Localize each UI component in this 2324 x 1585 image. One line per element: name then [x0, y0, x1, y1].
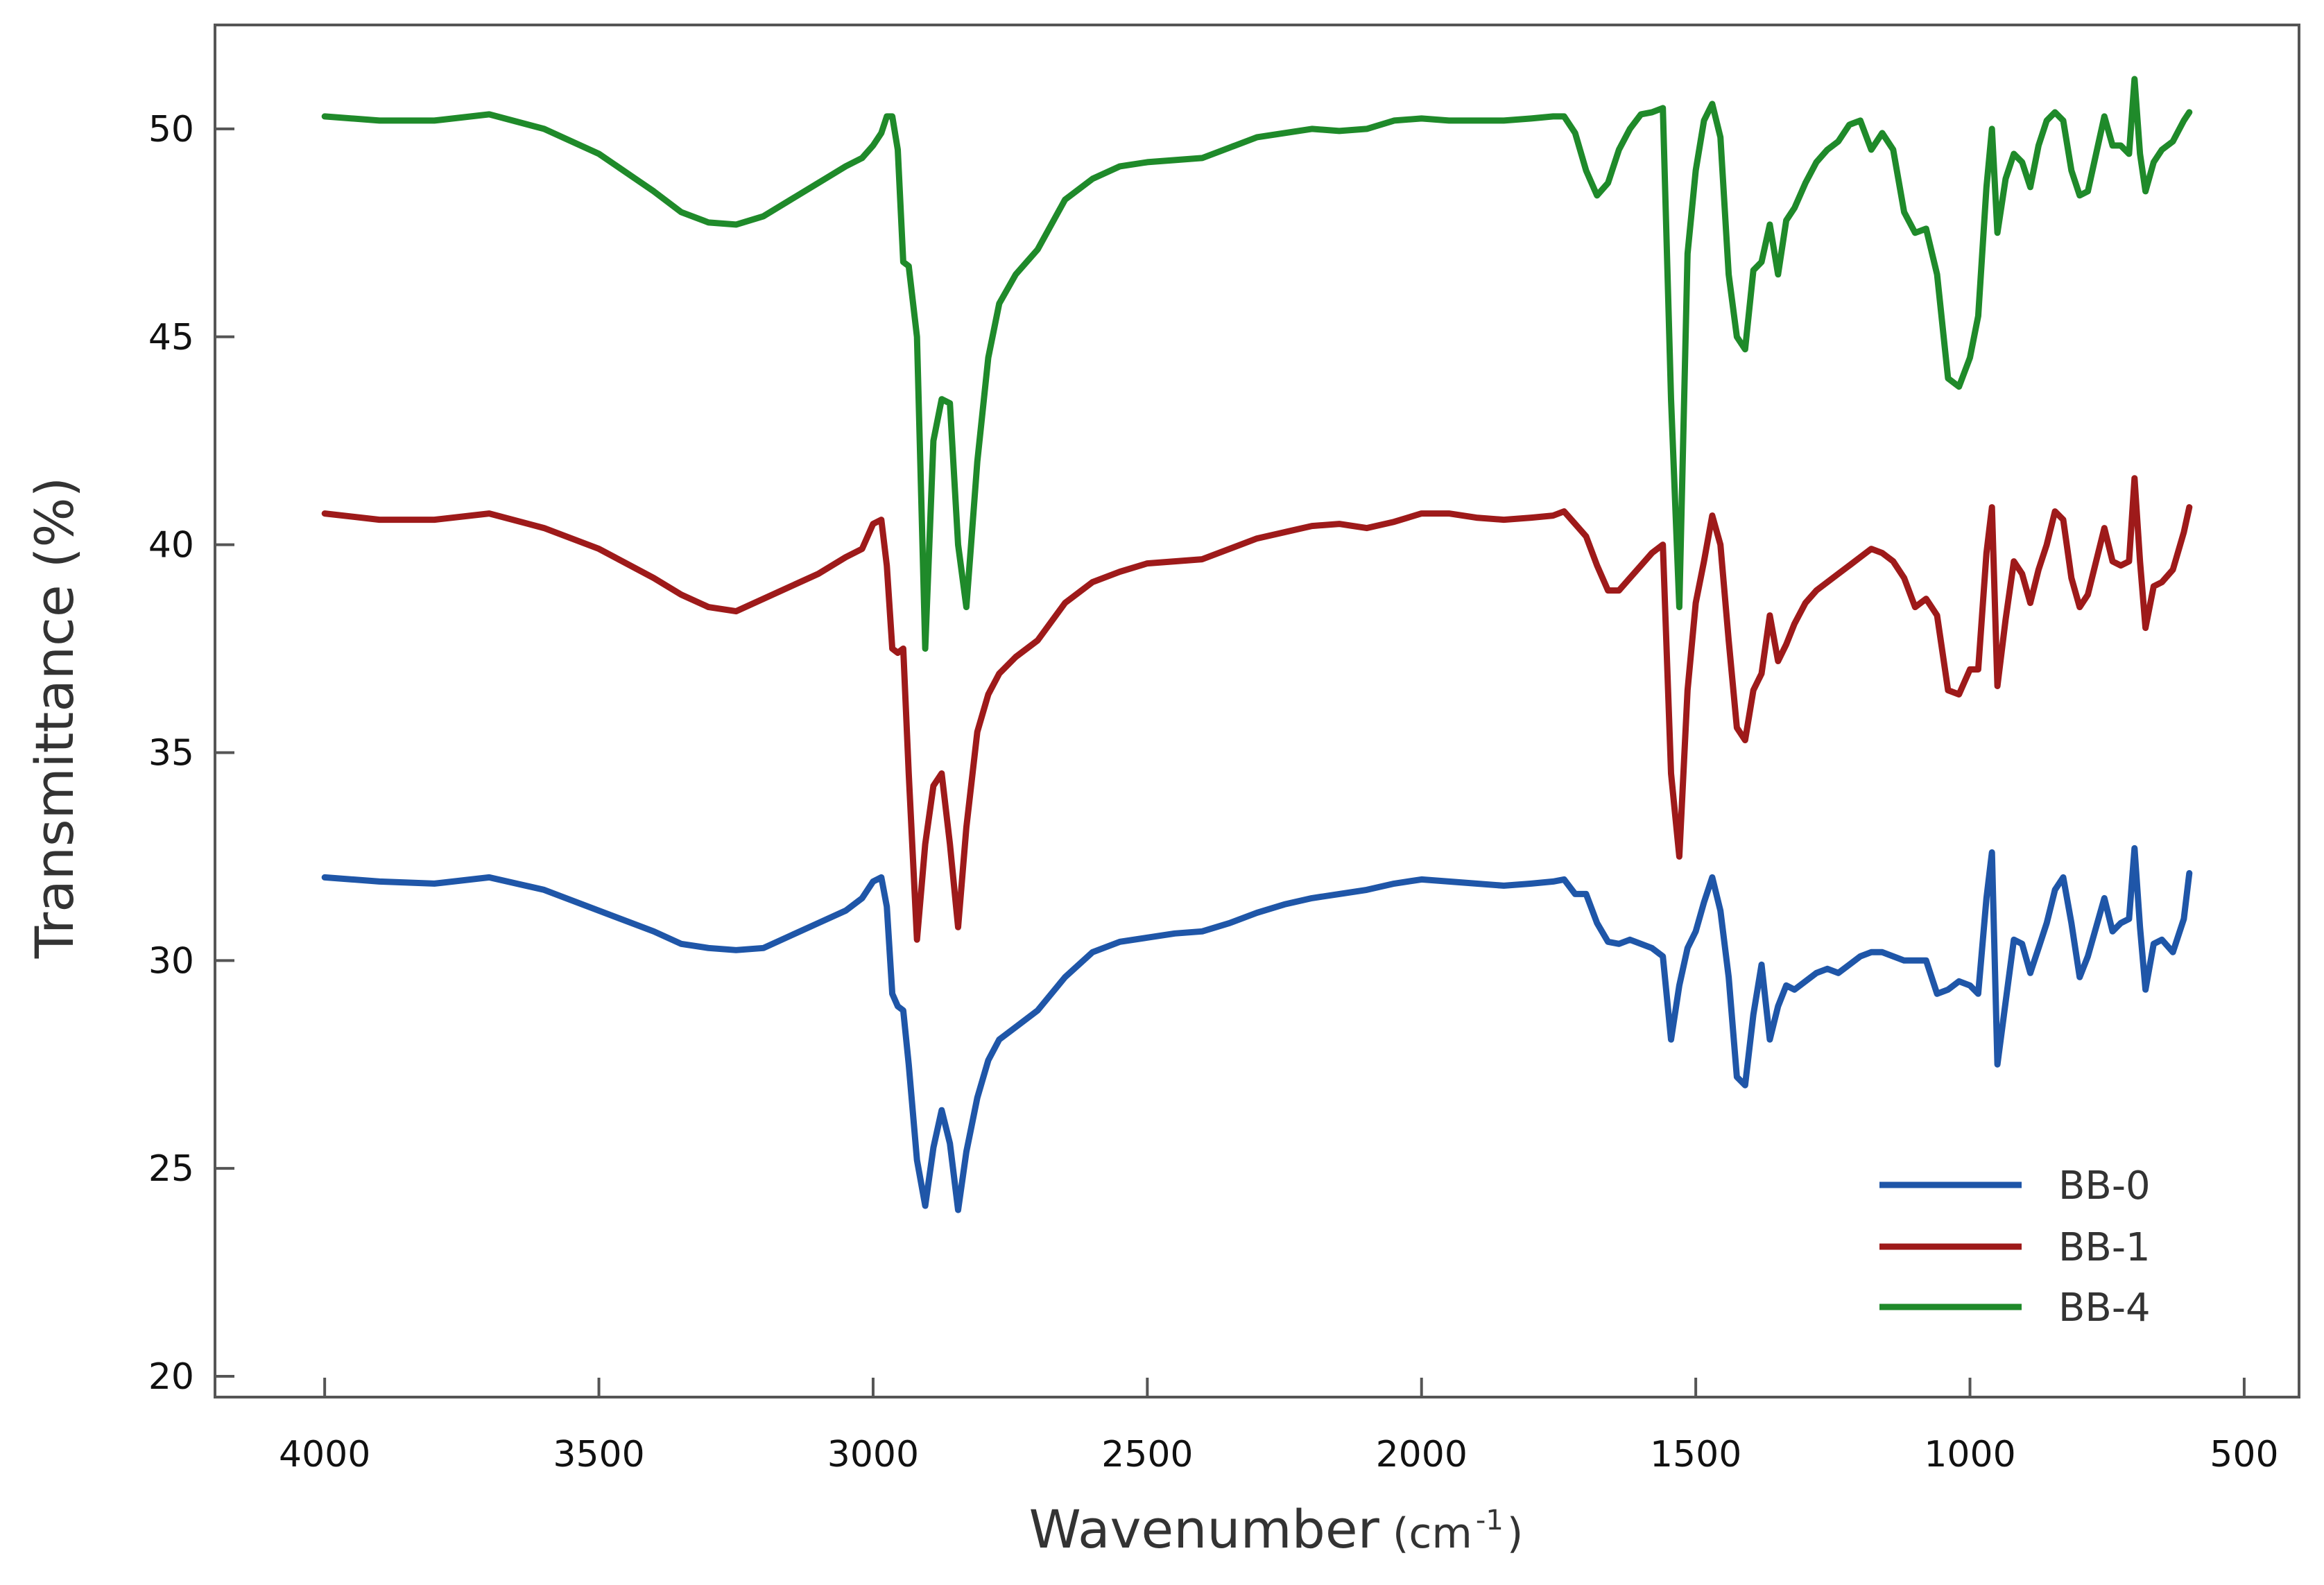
x-axis-title: Wavenumber (cm -1 )	[1029, 1498, 1524, 1560]
y-tick-label: 30	[148, 940, 194, 982]
legend-label-bb-0: BB-0	[2058, 1163, 2151, 1209]
y-tick-label: 45	[148, 317, 194, 358]
x-tick-label: 3000	[827, 1434, 919, 1475]
legend: BB-0 BB-1 BB-4	[1879, 1163, 2151, 1331]
y-tick-label: 50	[148, 109, 194, 150]
series-line-bb-4	[321, 76, 2193, 652]
x-tick-label: 3500	[553, 1434, 644, 1475]
plot-frame	[214, 24, 2300, 1398]
y-tick-label: 20	[148, 1356, 194, 1398]
x-axis-unit-exponent: -1	[1476, 1505, 1504, 1536]
legend-label-bb-1: BB-1	[2058, 1225, 2151, 1270]
x-tick-label: 1000	[1924, 1434, 2015, 1475]
x-axis: 4000 3500 3000 2500 2000 1500 1000 500	[279, 1378, 2279, 1475]
y-tick-label: 25	[148, 1148, 194, 1190]
series-lines	[321, 76, 2193, 1213]
y-tick-label: 35	[148, 732, 194, 774]
y-axis-title: Transmittance (%)	[24, 477, 85, 960]
x-axis-label: Wavenumber	[1029, 1498, 1380, 1560]
y-axis: 20 25 30 35 40 45 50	[148, 109, 234, 1398]
x-tick-label: 1500	[1650, 1434, 1741, 1475]
legend-label-bb-4: BB-4	[2058, 1285, 2151, 1331]
x-axis-unit-close: )	[1507, 1509, 1523, 1558]
x-tick-label: 2000	[1376, 1434, 1467, 1475]
x-tick-label: 4000	[279, 1434, 370, 1475]
series-line-bb-1	[321, 475, 2193, 943]
x-tick-label: 2500	[1101, 1434, 1193, 1475]
x-axis-unit: (cm	[1393, 1509, 1472, 1558]
y-tick-label: 40	[148, 525, 194, 566]
x-tick-label: 500	[2210, 1434, 2278, 1475]
series-line-bb-0	[321, 845, 2193, 1213]
